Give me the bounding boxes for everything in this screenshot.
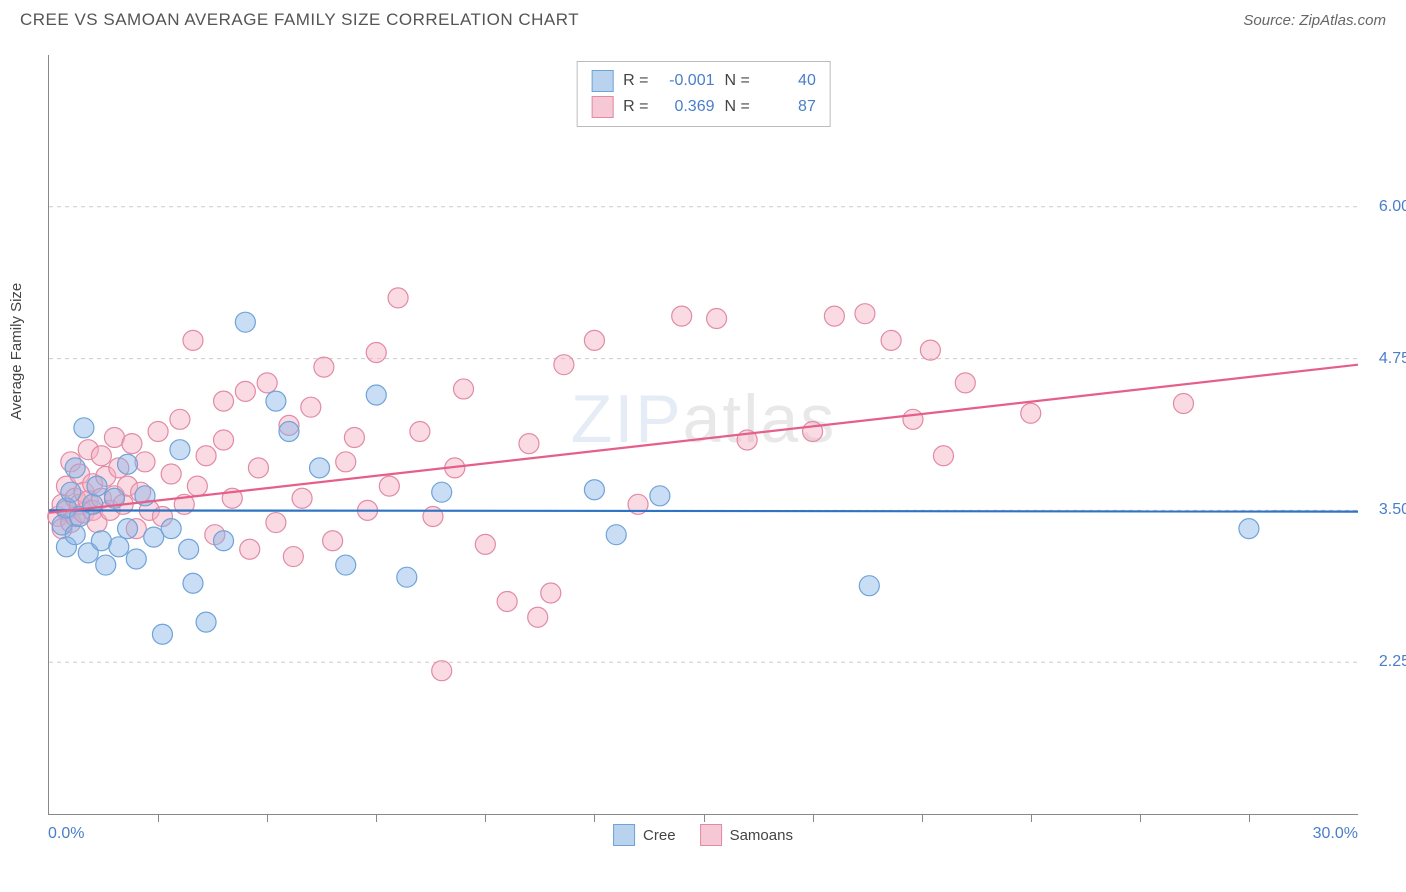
legend-swatch-samoans-icon [700,824,722,846]
legend-swatch-cree-icon [613,824,635,846]
legend-label-cree: Cree [643,827,676,844]
n-value-samoans: 87 [760,98,816,116]
r-value-samoans: 0.369 [659,98,715,116]
chart-title: CREE VS SAMOAN AVERAGE FAMILY SIZE CORRE… [20,10,579,30]
x-tick [267,814,268,822]
source-attribution: Source: ZipAtlas.com [1243,12,1386,29]
n-label: N = [725,98,750,116]
series-legend: Cree Samoans [613,824,793,846]
x-tick [594,814,595,822]
legend-row-samoans: R = 0.369 N = 87 [591,94,816,120]
x-tick [704,814,705,822]
r-label: R = [623,72,648,90]
x-tick [158,814,159,822]
y-tick-label: 2.25 [1379,653,1406,671]
n-label: N = [725,72,750,90]
y-axis-label: Average Family Size [8,283,25,420]
chart-plot-area: ZIPatlas R = -0.001 N = 40 R = 0.369 N =… [48,55,1358,815]
y-tick-label: 6.00 [1379,198,1406,216]
x-tick [1140,814,1141,822]
legend-swatch-cree-icon [591,70,613,92]
x-axis-min-label: 0.0% [48,825,84,843]
x-tick [922,814,923,822]
r-label: R = [623,98,648,116]
legend-swatch-samoans-icon [591,96,613,118]
y-tick-label: 4.75 [1379,350,1406,368]
legend-row-cree: R = -0.001 N = 40 [591,68,816,94]
scatter-plot-svg [49,55,1358,814]
x-tick [485,814,486,822]
source-prefix: Source: [1243,12,1299,29]
x-tick [376,814,377,822]
legend-item-cree: Cree [613,824,676,846]
x-axis-max-label: 30.0% [1313,825,1358,843]
x-tick [813,814,814,822]
x-tick [1249,814,1250,822]
r-value-cree: -0.001 [659,72,715,90]
y-tick-label: 3.50 [1379,501,1406,519]
legend-label-samoans: Samoans [730,827,793,844]
source-name: ZipAtlas.com [1299,12,1386,29]
correlation-legend: R = -0.001 N = 40 R = 0.369 N = 87 [576,61,831,127]
x-tick [1031,814,1032,822]
n-value-cree: 40 [760,72,816,90]
legend-item-samoans: Samoans [700,824,793,846]
